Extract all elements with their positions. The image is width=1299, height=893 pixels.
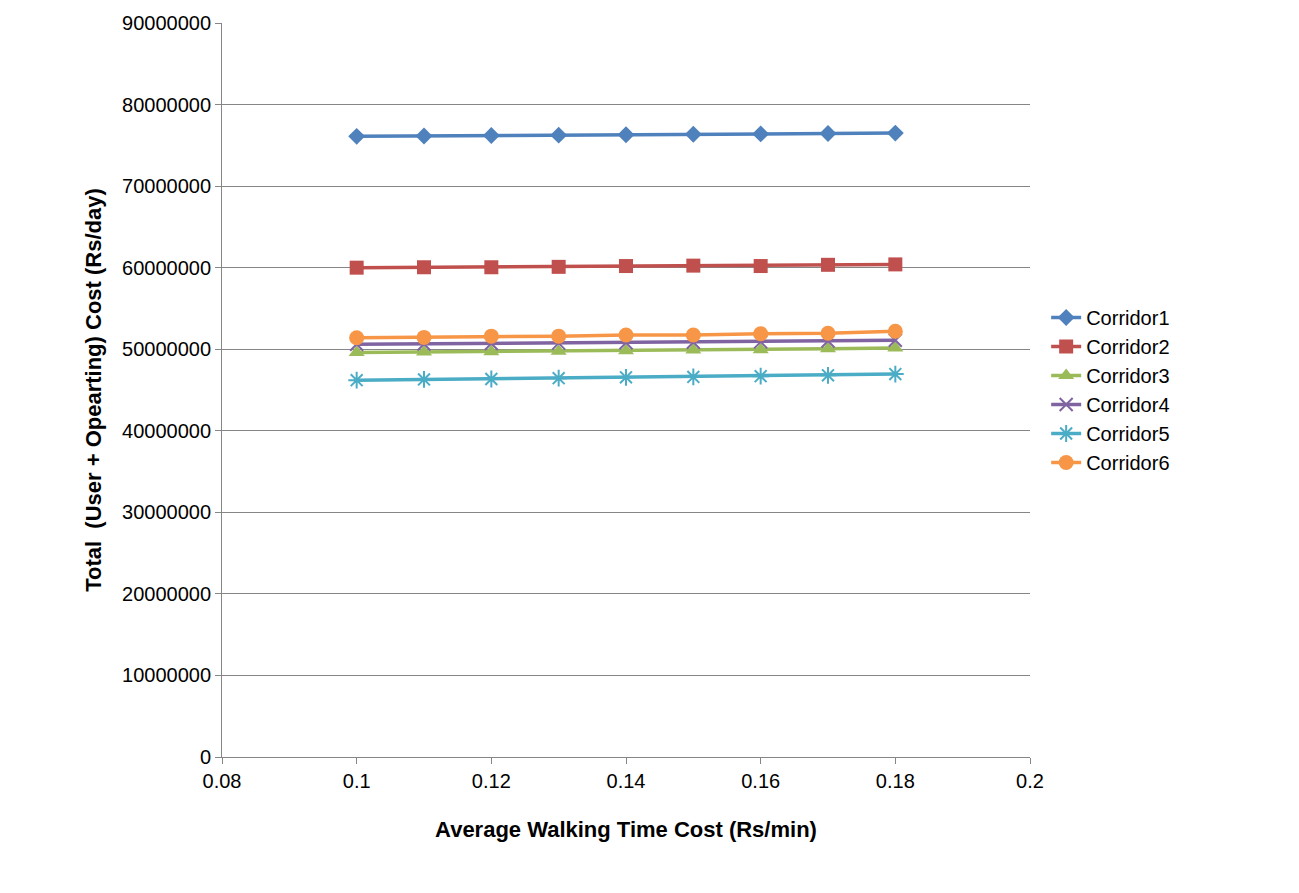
svg-text:30000000: 30000000 (122, 501, 211, 523)
svg-text:0.1: 0.1 (343, 770, 371, 792)
svg-text:40000000: 40000000 (122, 420, 211, 442)
svg-text:Corridor1: Corridor1 (1086, 307, 1169, 329)
svg-text:Corridor3: Corridor3 (1086, 365, 1169, 387)
svg-text:Corridor2: Corridor2 (1086, 336, 1169, 358)
svg-text:90000000: 90000000 (122, 12, 211, 34)
svg-text:Corridor5: Corridor5 (1086, 423, 1169, 445)
svg-text:80000000: 80000000 (122, 94, 211, 116)
svg-text:0.18: 0.18 (876, 770, 915, 792)
svg-text:Corridor6: Corridor6 (1086, 452, 1169, 474)
svg-text:60000000: 60000000 (122, 257, 211, 279)
svg-text:50000000: 50000000 (122, 338, 211, 360)
svg-text:70000000: 70000000 (122, 175, 211, 197)
svg-text:0.16: 0.16 (741, 770, 780, 792)
svg-text:0.2: 0.2 (1016, 770, 1044, 792)
svg-text:0.08: 0.08 (203, 770, 242, 792)
svg-text:20000000: 20000000 (122, 583, 211, 605)
svg-text:0.12: 0.12 (472, 770, 511, 792)
svg-text:Average Walking Time Cost (Rs/: Average Walking Time Cost (Rs/min) (435, 817, 817, 842)
svg-text:Corridor4: Corridor4 (1086, 394, 1169, 416)
svg-text:0: 0 (200, 746, 211, 768)
svg-text:10000000: 10000000 (122, 664, 211, 686)
svg-text:Total (User + Opearting) Cost: Total (User + Opearting) Cost (Rs/day) (81, 188, 106, 592)
svg-text:0.14: 0.14 (607, 770, 646, 792)
